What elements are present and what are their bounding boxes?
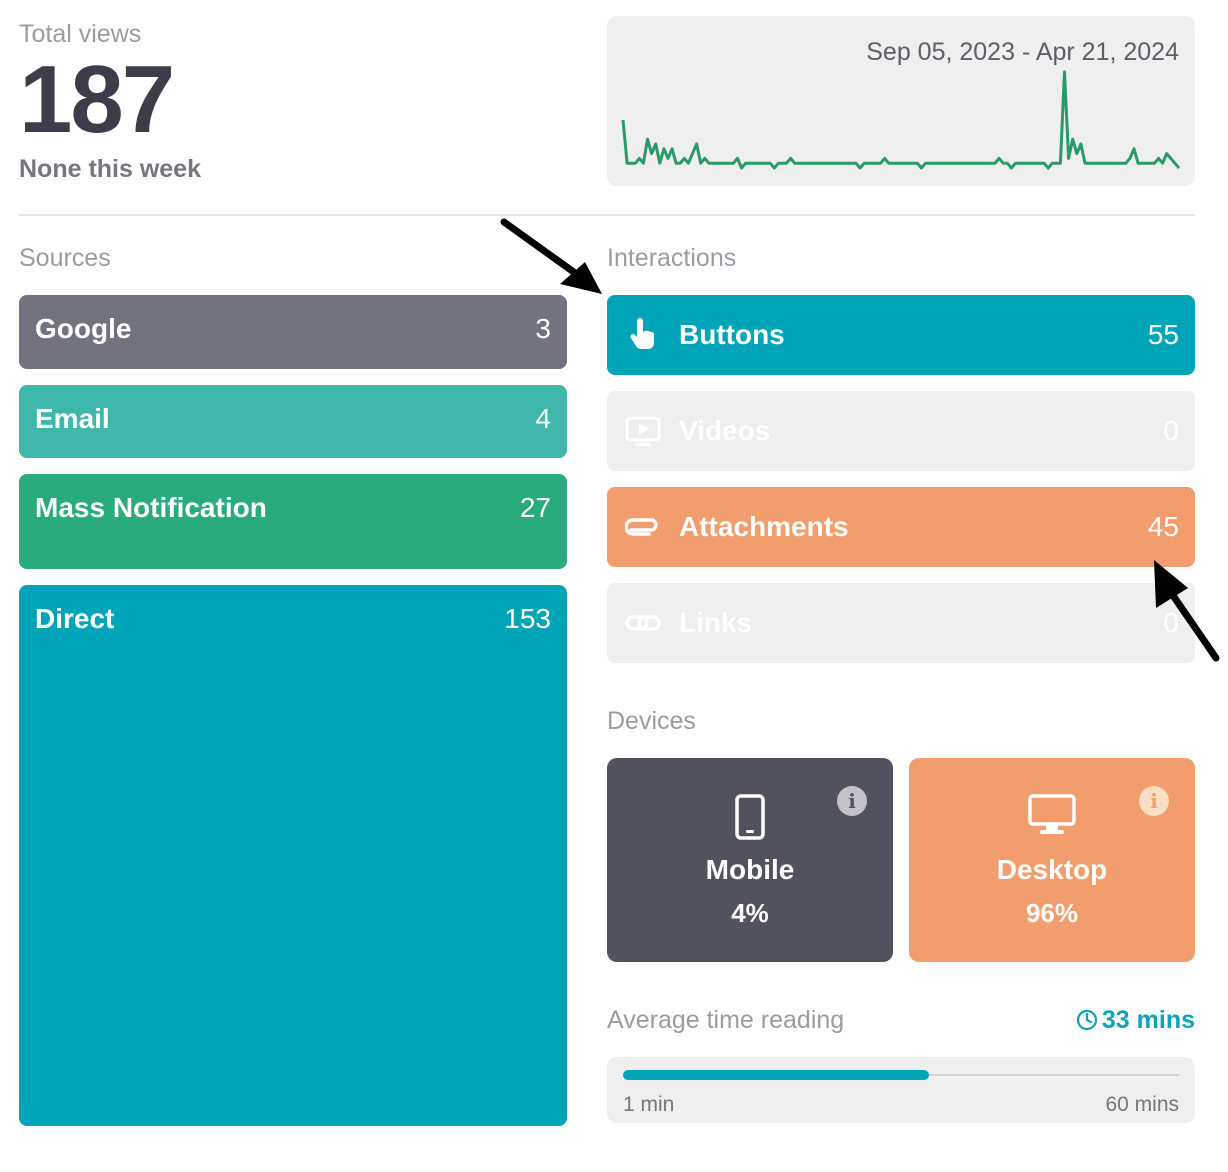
sparkline-series [621, 70, 1181, 170]
device-desktop-card[interactable]: i Desktop 96% [909, 758, 1195, 962]
interactions-title: Interactions [607, 244, 737, 272]
views-sparkline-card: Sep 05, 2023 - Apr 21, 2024 [607, 16, 1195, 186]
info-icon[interactable]: i [837, 786, 867, 816]
views-sparkline [621, 70, 1181, 170]
interaction-label: Links [679, 607, 753, 638]
interaction-buttons[interactable]: Buttons 55 [607, 295, 1195, 375]
mobile-phone-icon [735, 794, 765, 840]
total-views-value: 187 [19, 46, 175, 153]
reading-progress-card: 1 min 60 mins [607, 1057, 1195, 1123]
interaction-label: Videos [679, 415, 771, 446]
paperclip-icon [625, 518, 658, 536]
interaction-label: Buttons [679, 319, 785, 350]
info-icon[interactable]: i [1139, 786, 1169, 816]
source-count: 153 [504, 603, 551, 634]
interaction-attachments[interactable]: Attachments 45 [607, 487, 1195, 567]
source-mass-notification[interactable]: Mass Notification 27 [19, 474, 567, 569]
reading-max-label: 60 mins [1105, 1093, 1179, 1116]
link-icon [625, 615, 661, 631]
date-range: Sep 05, 2023 - Apr 21, 2024 [866, 38, 1179, 66]
device-mobile-card[interactable]: i Mobile 4% [607, 758, 893, 962]
source-email[interactable]: Email 4 [19, 385, 567, 458]
source-label: Mass Notification [35, 492, 267, 523]
device-percentage: 4% [731, 898, 769, 928]
interaction-count: 45 [1147, 511, 1179, 542]
device-label: Desktop [996, 854, 1108, 885]
week-note: None this week [19, 155, 201, 183]
total-views-label: Total views [19, 20, 142, 48]
source-google[interactable]: Google 3 [19, 295, 567, 369]
interaction-label: Attachments [679, 511, 849, 542]
clock-icon [1076, 1009, 1097, 1031]
interaction-count: 0 [1163, 415, 1179, 446]
annotation-arrow-buttons [500, 218, 602, 294]
pointer-hand-icon [630, 318, 654, 349]
avg-reading-label: Average time reading [607, 1006, 845, 1034]
source-count: 27 [519, 492, 551, 523]
sources-title: Sources [19, 244, 111, 272]
divider [19, 214, 1195, 216]
device-percentage: 96% [1025, 898, 1079, 928]
source-count: 3 [535, 313, 551, 344]
video-play-icon [625, 416, 661, 446]
interaction-links[interactable]: Links 0 [607, 583, 1195, 663]
device-label: Mobile [705, 854, 795, 885]
reading-min-label: 1 min [623, 1093, 675, 1116]
source-count: 4 [535, 403, 551, 434]
annotation-arrow-attachments [1154, 560, 1220, 662]
avg-reading-value: 33 mins [1076, 1006, 1195, 1035]
devices-title: Devices [607, 707, 696, 735]
interaction-videos[interactable]: Videos 0 [607, 391, 1195, 471]
source-direct[interactable]: Direct 153 [19, 585, 567, 1126]
avg-reading-text: 33 mins [1101, 1006, 1195, 1034]
source-label: Direct [35, 603, 115, 634]
interaction-count: 55 [1147, 319, 1179, 350]
source-label: Email [35, 403, 110, 434]
interaction-count: 0 [1163, 607, 1179, 638]
source-label: Google [35, 313, 132, 344]
desktop-monitor-icon [1028, 794, 1076, 834]
reading-progress-fill [623, 1070, 929, 1080]
